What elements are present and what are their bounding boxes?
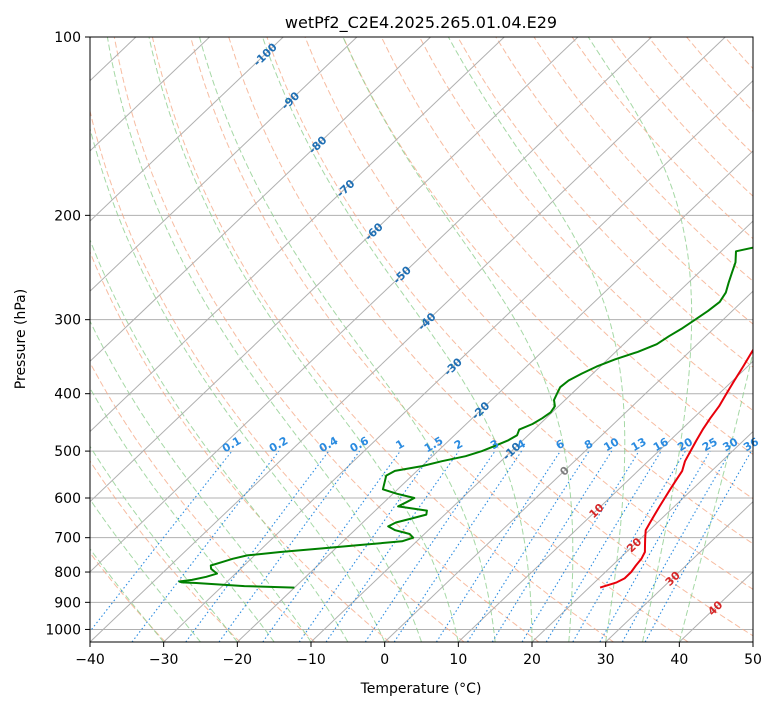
moist-adiabat <box>199 37 496 642</box>
dewpoint-line <box>178 246 753 589</box>
x-tick-label: 20 <box>523 652 541 668</box>
moist-adiabat <box>342 37 574 642</box>
mixing-ratio-line <box>364 450 496 642</box>
dry-adiabat <box>190 37 689 642</box>
mixing-ratio-line <box>644 450 752 642</box>
y-axis-title: Pressure (hPa) <box>13 289 29 389</box>
x-tick-label: −20 <box>223 652 253 668</box>
moist-adiabat <box>90 320 312 642</box>
x-tick-label: 30 <box>597 652 615 668</box>
moist-adiabat <box>90 498 201 642</box>
dry-adiabat <box>90 109 465 642</box>
y-tick-label: 100 <box>54 30 81 46</box>
x-tick-label: −40 <box>75 652 105 668</box>
dry-adiabat <box>113 37 540 642</box>
dry-adiabat <box>495 37 753 325</box>
isotherm-line <box>384 290 753 642</box>
mixing-ratio-line <box>521 450 640 642</box>
isotherm-line <box>90 37 579 503</box>
isotherm-line <box>90 37 358 292</box>
y-tick-label: 900 <box>54 595 81 611</box>
dry-adiabat <box>90 361 316 642</box>
dry-adiabat <box>90 552 166 642</box>
mixing-ratio-line <box>185 450 330 642</box>
moist-adiabat <box>447 37 626 642</box>
y-tick-label: 400 <box>54 387 81 403</box>
isotherm-line <box>310 220 753 642</box>
dry-adiabat <box>342 37 753 500</box>
x-tick-label: 40 <box>670 652 688 668</box>
mixing-ratio-line <box>621 450 732 642</box>
y-tick-label: 300 <box>54 313 81 329</box>
y-tick-label: 1000 <box>45 622 81 638</box>
chart-title: wetPf2_C2E4.2025.265.01.04.E29 <box>285 13 557 33</box>
isotherm-line <box>163 80 753 642</box>
x-axis-title: Temperature (°C) <box>360 681 482 697</box>
isotherm-line <box>90 37 652 573</box>
y-tick-label: 700 <box>54 531 81 547</box>
mixing-ratio-lines <box>90 450 752 642</box>
moist-adiabat <box>90 238 349 642</box>
x-tick-label: 50 <box>744 652 762 668</box>
profile-series <box>178 246 753 589</box>
y-axis: 1000 900 800 700 600 500 400 300 200 100 <box>45 30 90 638</box>
pressure-grid <box>90 37 753 630</box>
moist-adiabat <box>90 126 386 642</box>
plot-frame <box>89 36 754 643</box>
x-tick-label: −30 <box>149 652 179 668</box>
dry-adiabat <box>151 37 614 642</box>
mixing-ratio-line <box>435 450 561 642</box>
isotherms <box>90 37 753 642</box>
y-tick-label: 800 <box>54 565 81 581</box>
x-axis: −40 −30 −20 −10 0 10 20 30 40 50 <box>75 642 762 668</box>
x-tick-label: 10 <box>449 652 467 668</box>
isotherm-line <box>531 430 753 642</box>
mixing-ratio-line <box>325 450 460 642</box>
plot-area: -100-90-80-70-60-50-40-30-20-10010203040… <box>89 36 761 643</box>
isotherm-line <box>236 150 753 642</box>
y-tick-label: 600 <box>54 491 81 507</box>
moist-adiabat <box>262 37 533 642</box>
isotherm-line <box>90 37 210 152</box>
y-tick-label: 200 <box>54 208 81 224</box>
dry-adiabat <box>266 37 753 590</box>
mixing-ratio-line <box>262 450 401 642</box>
x-tick-label: −10 <box>296 652 326 668</box>
mixing-ratio-line <box>393 450 523 642</box>
moist-adiabat <box>106 37 422 642</box>
dry-adiabat <box>90 250 390 642</box>
dry-adiabat <box>457 37 753 368</box>
isotherm-line <box>90 37 284 222</box>
x-tick-label: 0 <box>380 652 389 668</box>
isotherm-line <box>90 37 431 363</box>
isotherm-line <box>90 37 505 433</box>
mixing-ratio-line <box>467 450 590 642</box>
isotherm-line <box>457 360 753 642</box>
y-tick-label: 500 <box>54 444 81 460</box>
mixing-ratio-line <box>218 450 361 642</box>
isotherm-line <box>605 500 753 642</box>
temperature-line <box>599 348 753 589</box>
moist-adiabat <box>90 548 165 642</box>
dry-adiabat <box>90 460 241 642</box>
dry-adiabat <box>380 37 753 456</box>
isotherm-line <box>90 37 726 642</box>
